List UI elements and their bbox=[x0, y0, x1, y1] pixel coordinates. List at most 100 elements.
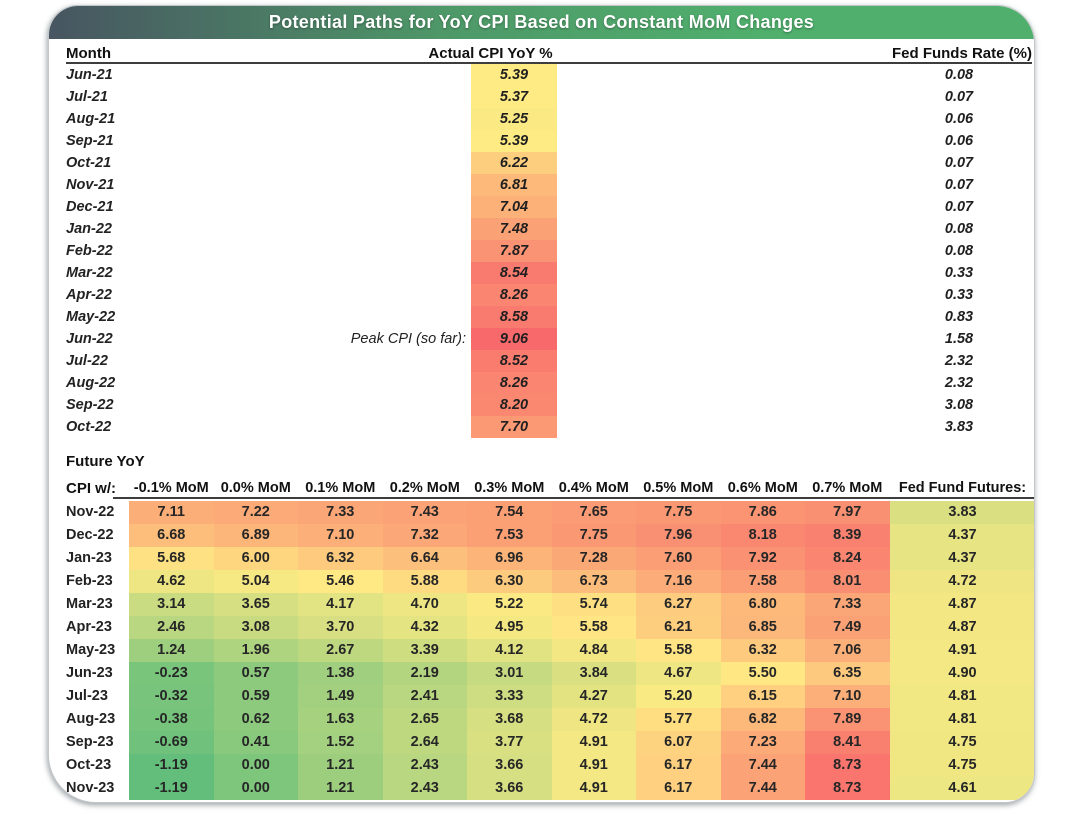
projection-row: Nov-23 -1.19 0.00 1.21 2.43 3.66 4.91 6.17 7.44 8… bbox=[66, 777, 1034, 800]
projection-cell: -1.19 bbox=[129, 777, 214, 800]
projection-row: Mar-23 3.14 3.65 4.17 4.70 5.22 5.74 6.27 6.80 7.… bbox=[66, 593, 1034, 616]
cpi-cell: 8.52 bbox=[471, 350, 557, 372]
fed-funds-cell: 0.06 bbox=[944, 133, 974, 149]
projection-cell: 6.07 bbox=[636, 731, 721, 754]
peak-annotation bbox=[176, 218, 471, 240]
fed-funds-cell: 0.33 bbox=[944, 287, 974, 303]
peak-annotation bbox=[176, 130, 471, 152]
projection-row: Oct-23 -1.19 0.00 1.21 2.43 3.66 4.91 6.17 7.44 8… bbox=[66, 754, 1034, 777]
fed-fund-futures-cell: 4.75 bbox=[889, 754, 1034, 777]
peak-annotation bbox=[176, 196, 471, 218]
projection-cell: 0.41 bbox=[213, 731, 298, 754]
fed-funds-cell: 1.58 bbox=[944, 331, 974, 347]
projection-cell: 7.22 bbox=[213, 501, 298, 524]
projection-cell: 2.46 bbox=[129, 616, 214, 639]
projection-cell: 5.22 bbox=[467, 593, 552, 616]
projection-cell: 7.16 bbox=[636, 570, 721, 593]
projection-cell: 2.64 bbox=[382, 731, 467, 754]
projection-cell: 7.44 bbox=[720, 777, 805, 800]
projection-cell: 6.15 bbox=[720, 685, 805, 708]
fed-funds-cell: 0.83 bbox=[944, 309, 974, 325]
actual-row: Jun-22 Peak CPI (so far): 9.06 1.58 bbox=[66, 328, 1032, 350]
projection-cell: 5.20 bbox=[636, 685, 721, 708]
fed-funds-cell: 2.32 bbox=[944, 353, 974, 369]
cpi-cell: 9.06 bbox=[471, 328, 557, 350]
header-month: Month bbox=[66, 45, 111, 62]
projection-cell: 7.54 bbox=[467, 501, 552, 524]
projection-cell: 4.67 bbox=[636, 662, 721, 685]
projection-cell: 4.70 bbox=[382, 593, 467, 616]
spacer bbox=[557, 108, 886, 130]
projection-cell: 5.88 bbox=[382, 570, 467, 593]
projection-row: Jul-23 -0.32 0.59 1.49 2.41 3.33 4.27 5.20 6.15 7… bbox=[66, 685, 1034, 708]
projection-cell: 6.96 bbox=[467, 547, 552, 570]
projection-cell: -0.23 bbox=[129, 662, 214, 685]
spacer bbox=[557, 240, 886, 262]
actual-row: Sep-21 5.39 0.06 bbox=[66, 130, 1032, 152]
spacer bbox=[557, 328, 886, 350]
actual-table-header: Month Actual CPI YoY % Fed Funds Rate (%… bbox=[66, 39, 1032, 64]
projection-cell: 4.62 bbox=[129, 570, 214, 593]
fed-fund-futures-cell: 4.81 bbox=[889, 708, 1034, 731]
projection-cell: 1.38 bbox=[298, 662, 383, 685]
month-label: Mar-22 bbox=[66, 265, 113, 281]
peak-annotation bbox=[176, 416, 471, 438]
fed-fund-futures-cell: 3.83 bbox=[889, 501, 1034, 524]
cpi-cell: 7.48 bbox=[471, 218, 557, 240]
projection-month-label: Dec-22 bbox=[66, 527, 114, 543]
projection-cell: 7.49 bbox=[805, 616, 890, 639]
projection-cell: -0.38 bbox=[129, 708, 214, 731]
fed-fund-futures-cell: 4.81 bbox=[889, 685, 1034, 708]
table-content: Month Actual CPI YoY % Fed Funds Rate (%… bbox=[49, 39, 1034, 800]
fed-funds-cell: 0.07 bbox=[944, 89, 974, 105]
projection-cell: 0.00 bbox=[213, 754, 298, 777]
projection-cell: 5.46 bbox=[298, 570, 383, 593]
fed-fund-futures-cell: 4.75 bbox=[889, 731, 1034, 754]
projection-month-label: Jan-23 bbox=[66, 550, 112, 566]
projection-cell: 7.86 bbox=[720, 501, 805, 524]
projection-cell: 3.01 bbox=[467, 662, 552, 685]
cpi-cell: 5.39 bbox=[471, 64, 557, 86]
page-title: Potential Paths for YoY CPI Based on Con… bbox=[268, 12, 815, 32]
spacer bbox=[557, 350, 886, 372]
projection-cell: 7.75 bbox=[636, 501, 721, 524]
month-label: Jun-21 bbox=[66, 67, 113, 83]
fed-fund-futures-cell: 4.37 bbox=[889, 547, 1034, 570]
projection-row: May-23 1.24 1.96 2.67 3.39 4.12 4.84 5.58 6.32 7.… bbox=[66, 639, 1034, 662]
projection-cell: 4.12 bbox=[467, 639, 552, 662]
peak-annotation: Peak CPI (so far): bbox=[350, 331, 466, 347]
projection-month-label: Jul-23 bbox=[66, 688, 108, 704]
projection-cell: -0.69 bbox=[129, 731, 214, 754]
projection-cell: 6.64 bbox=[382, 547, 467, 570]
mom-header-cell: 0.7% MoM bbox=[812, 480, 883, 496]
projection-cell: 4.95 bbox=[467, 616, 552, 639]
mom-header-cell: 0.4% MoM bbox=[558, 480, 629, 496]
fed-fund-futures-cell: 4.87 bbox=[889, 593, 1034, 616]
projection-row: Sep-23 -0.69 0.41 1.52 2.64 3.77 4.91 6.07 7.23 8… bbox=[66, 731, 1034, 754]
projection-cell: 5.58 bbox=[636, 639, 721, 662]
projection-cell: 4.27 bbox=[551, 685, 636, 708]
fed-funds-cell: 0.07 bbox=[944, 155, 974, 171]
projection-cell: 5.50 bbox=[720, 662, 805, 685]
projection-month-label: May-23 bbox=[66, 642, 116, 658]
header-actual-cpi: Actual CPI YoY % bbox=[428, 45, 553, 62]
projection-cell: 4.17 bbox=[298, 593, 383, 616]
projection-cell: 1.21 bbox=[298, 754, 383, 777]
month-label: May-22 bbox=[66, 309, 116, 325]
projection-cell: 2.19 bbox=[382, 662, 467, 685]
fed-funds-cell: 0.06 bbox=[944, 111, 974, 127]
projection-cell: 0.57 bbox=[213, 662, 298, 685]
fed-fund-futures-header: Fed Fund Futures: bbox=[898, 480, 1027, 496]
mom-header-cell: 0.3% MoM bbox=[474, 480, 545, 496]
future-section-label-line1: Future YoY bbox=[66, 453, 145, 470]
projection-cell: 6.00 bbox=[213, 547, 298, 570]
projection-cell: 3.39 bbox=[382, 639, 467, 662]
projection-cell: 0.62 bbox=[213, 708, 298, 731]
future-section-label-line2: CPI w/: bbox=[66, 480, 117, 497]
projection-cell: 2.43 bbox=[382, 754, 467, 777]
month-label: Sep-22 bbox=[66, 397, 114, 413]
projection-cell: 1.24 bbox=[129, 639, 214, 662]
peak-annotation bbox=[176, 174, 471, 196]
projection-cell: 0.00 bbox=[213, 777, 298, 800]
projection-cell: -1.19 bbox=[129, 754, 214, 777]
